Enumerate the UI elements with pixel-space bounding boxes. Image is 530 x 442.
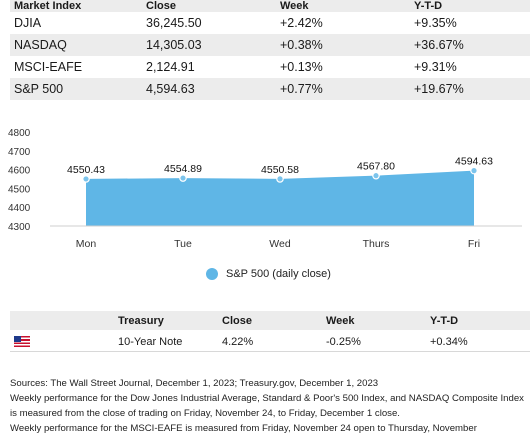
- index-table-header: Market Index Close Week Y-T-D: [10, 0, 530, 12]
- data-label: 4567.80: [357, 161, 395, 173]
- header-treasury: Treasury: [114, 311, 218, 330]
- header-flag: [10, 311, 114, 330]
- data-label: 4594.63: [455, 156, 493, 168]
- x-tick-label: Wed: [269, 238, 291, 250]
- index-close: 4,594.63: [142, 78, 276, 100]
- footnote-weekly-msci: Weekly performance for the MSCI-EAFE is …: [10, 423, 477, 434]
- treasury-week: -0.25%: [322, 330, 426, 352]
- data-point[interactable]: [82, 175, 90, 183]
- y-tick-label: 4800: [8, 128, 31, 139]
- index-close: 14,305.03: [142, 34, 276, 56]
- data-point[interactable]: [372, 171, 380, 180]
- index-ytd: +36.67%: [410, 34, 530, 56]
- treasury-row-10-year: 10-Year Note 4.22% -0.25% +0.34%: [10, 330, 530, 352]
- index-name: DJIA: [14, 16, 42, 30]
- treasury-table: Treasury Close Week Y-T-D 10-Year Note 4…: [10, 311, 530, 352]
- x-tick-label: Thurs: [363, 238, 390, 250]
- index-name: S&P 500: [10, 78, 142, 100]
- header-close: Close: [218, 311, 322, 330]
- x-tick-label: Tue: [174, 238, 192, 250]
- y-tick-label: 4700: [8, 147, 31, 158]
- y-tick-label: 4500: [8, 184, 31, 195]
- header-ytd: Y-T-D: [410, 0, 530, 12]
- treasury-ytd: +0.34%: [426, 330, 530, 352]
- index-close: 2,124.91: [146, 60, 195, 74]
- us-flag-icon: [14, 336, 30, 348]
- index-week: +0.77%: [276, 78, 410, 100]
- y-tick-label: 4300: [8, 222, 31, 233]
- sp500-area-chart: 4800 4700 4600 4500 4400 4300 4550.43 Mon 4554.8…: [8, 128, 522, 250]
- index-week: +0.13%: [280, 60, 323, 74]
- index-row-nasdaq: NASDAQ 14,305.03 +0.38% +36.67%: [10, 34, 530, 56]
- header-week: Week: [276, 0, 410, 12]
- treasury-close: 4.22%: [218, 330, 322, 352]
- treasury-name: 10-Year Note: [114, 330, 218, 352]
- legend-label: S&P 500 (daily close): [226, 268, 331, 280]
- data-label: 4554.89: [164, 163, 202, 175]
- data-point[interactable]: [470, 166, 478, 175]
- header-close: Close: [142, 0, 276, 12]
- data-label: 4550.58: [261, 164, 299, 176]
- x-tick-label: Fri: [468, 238, 480, 250]
- header-market-index: Market Index: [10, 0, 142, 12]
- market-index-table: Market Index Close Week Y-T-D DJIA 36,24…: [10, 0, 530, 100]
- footnotes: Sources: The Wall Street Journal, Decemb…: [10, 376, 526, 436]
- header-ytd: Y-T-D: [426, 311, 530, 330]
- index-week: +0.38%: [276, 34, 410, 56]
- index-ytd: +19.67%: [410, 78, 530, 100]
- flag-cell: [10, 330, 114, 352]
- header-week: Week: [322, 311, 426, 330]
- footnote-weekly-us: Weekly performance for the Dow Jones Ind…: [10, 393, 524, 419]
- sp500-area: [86, 170, 474, 226]
- x-tick-label: Mon: [76, 238, 97, 250]
- index-week: +2.42%: [280, 16, 323, 30]
- data-point[interactable]: [179, 174, 187, 182]
- index-close: 36,245.50: [146, 16, 202, 30]
- data-point[interactable]: [276, 175, 284, 183]
- index-ytd: +9.35%: [414, 16, 457, 30]
- chart-legend[interactable]: S&P 500 (daily close): [206, 268, 331, 280]
- y-tick-label: 4600: [8, 166, 31, 177]
- index-ytd: +9.31%: [414, 60, 457, 74]
- index-row-msci-eafe: MSCI-EAFE 2,124.91 +0.13% +9.31%: [10, 56, 530, 78]
- legend-swatch-icon: [206, 268, 218, 280]
- y-tick-label: 4400: [8, 203, 31, 214]
- treasury-table-header: Treasury Close Week Y-T-D: [10, 311, 530, 330]
- index-row-djia: DJIA 36,245.50 +2.42% +9.35%: [10, 12, 530, 34]
- index-row-sp500: S&P 500 4,594.63 +0.77% +19.67%: [10, 78, 530, 100]
- data-label: 4550.43: [67, 164, 105, 176]
- index-name: MSCI-EAFE: [14, 60, 83, 74]
- footnote-sources: Sources: The Wall Street Journal, Decemb…: [10, 378, 379, 389]
- index-name: NASDAQ: [10, 34, 142, 56]
